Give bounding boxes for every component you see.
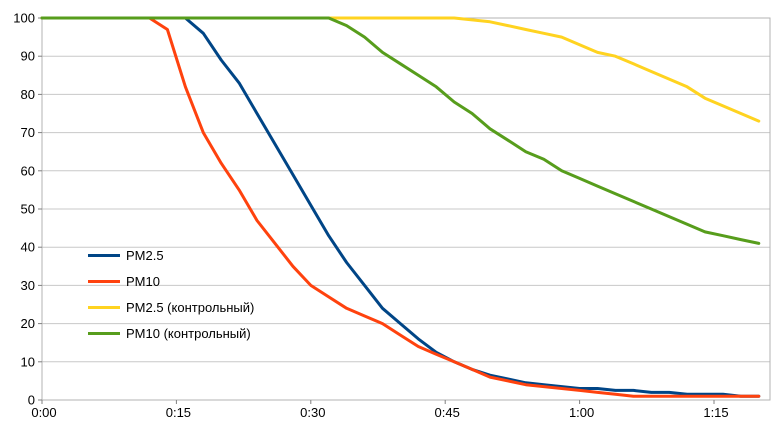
y-tick-label: 90 — [21, 49, 35, 64]
y-tick-label: 0 — [28, 393, 35, 408]
series-line-2 — [40, 16, 761, 123]
y-tick-label: 10 — [21, 354, 35, 369]
y-tick-label: 70 — [21, 125, 35, 140]
legend-swatch-3 — [88, 331, 120, 335]
series-line-1 — [40, 16, 761, 398]
legend-item-0: PM2.5 — [88, 242, 254, 268]
legend-label-1: PM10 — [126, 273, 160, 289]
x-tick-label: 0:00 — [31, 405, 56, 420]
legend-label-3: PM10 (контрольный) — [126, 325, 251, 341]
y-tick-label: 80 — [21, 87, 35, 102]
y-tick-label: 20 — [21, 316, 35, 331]
x-tick-label: 1:00 — [569, 405, 594, 420]
y-tick-label: 100 — [13, 11, 35, 26]
y-tick-label: 60 — [21, 163, 35, 178]
x-tick-label: 1:15 — [703, 405, 728, 420]
legend-item-1: PM10 — [88, 268, 254, 294]
x-tick-label: 0:30 — [300, 405, 325, 420]
y-tick-label: 30 — [21, 278, 35, 293]
y-tick-label: 40 — [21, 240, 35, 255]
legend-label-0: PM2.5 — [126, 247, 164, 263]
chart-legend: PM2.5 PM10 PM2.5 (контрольный) PM10 (контро… — [88, 242, 254, 346]
y-tick-label: 50 — [21, 202, 35, 217]
legend-item-3: PM10 (контрольный) — [88, 320, 254, 346]
legend-item-2: PM2.5 (контрольный) — [88, 294, 254, 320]
legend-swatch-2 — [88, 305, 120, 309]
legend-swatch-1 — [88, 279, 120, 283]
x-tick-label: 0:45 — [435, 405, 460, 420]
x-tick-label: 0:15 — [166, 405, 191, 420]
legend-label-2: PM2.5 (контрольный) — [126, 299, 255, 315]
legend-swatch-0 — [88, 253, 120, 257]
series-line-3 — [40, 16, 761, 245]
